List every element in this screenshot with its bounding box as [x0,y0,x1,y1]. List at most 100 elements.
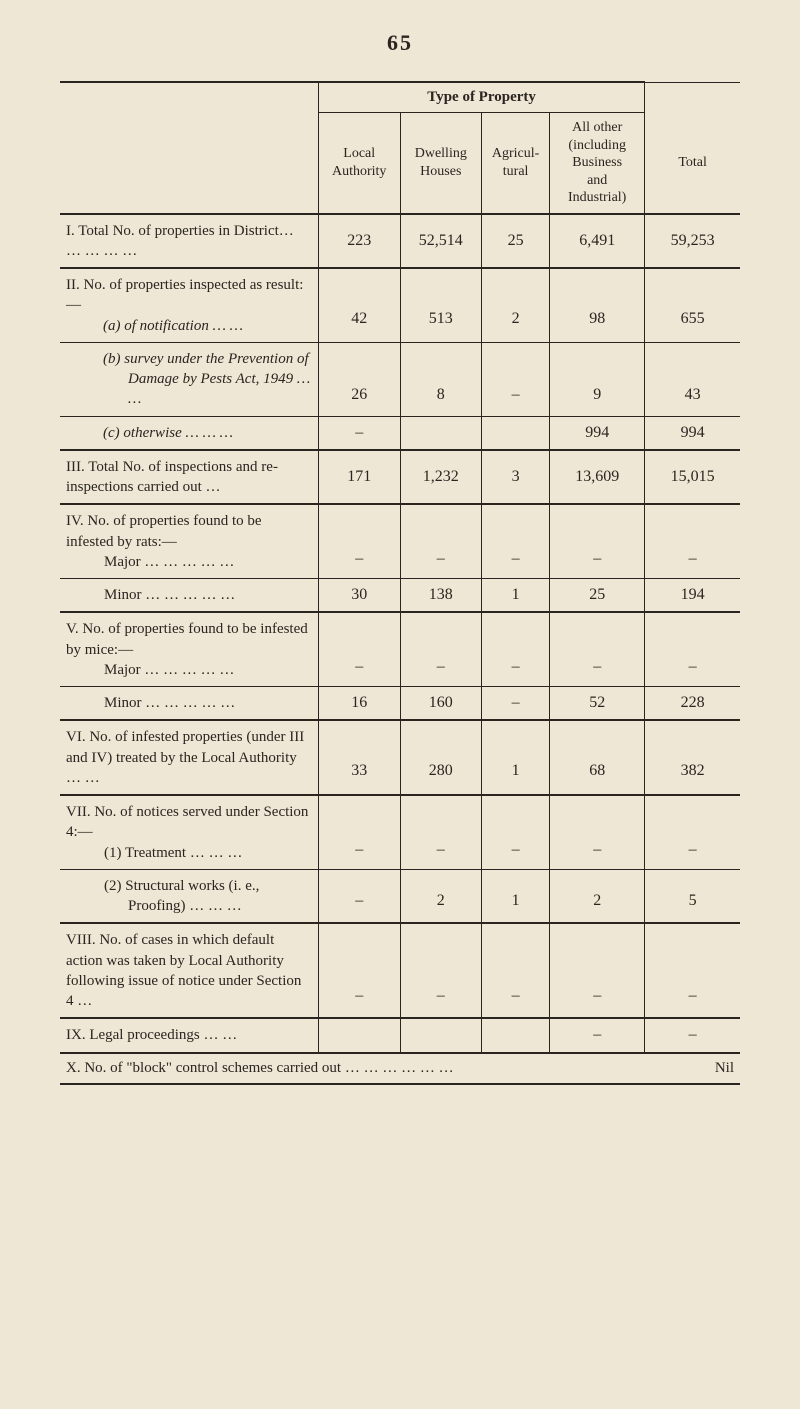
property-table: Type of Property Local Authority Dwellin… [60,81,740,1085]
cell: 2 [400,869,482,923]
cell: 30 [318,579,400,613]
label-V-major: Major … … … … … [66,662,234,678]
cell: 6,491 [550,215,645,269]
label-IX: IX. Legal proceedings … … [66,1027,237,1043]
cell: 9 [550,342,645,416]
cell: 160 [400,687,482,721]
cell: 382 [645,720,740,795]
col-local-authority: Local Authority [318,113,400,214]
cell: 171 [318,450,400,505]
cell: 223 [318,215,400,269]
row-VII-1: VII. No. of notices served under Section… [60,795,740,869]
cell: – [550,504,645,578]
cell: – [645,923,740,1018]
cell: 43 [645,342,740,416]
col-agricultural: Agricul- tural [482,113,550,214]
cell [482,416,550,450]
row-V-major: V. No. of properties found to be infeste… [60,612,740,686]
label-VIII: VIII. No. of cases in which default acti… [66,932,301,1009]
cell: 68 [550,720,645,795]
cell: 33 [318,720,400,795]
label-IIa: (a) of notification … … [66,316,312,336]
cell: 138 [400,579,482,613]
row-IIa: II. No. of properties inspected as resul… [60,268,740,342]
header-row-1: Type of Property [60,82,740,113]
row-IV-major: IV. No. of properties found to be infest… [60,504,740,578]
page-number: 65 [60,30,740,56]
label-IV-major: Major … … … … … [66,554,234,570]
cell: – [318,416,400,450]
cell: 98 [550,268,645,342]
cell: – [400,504,482,578]
label-V: V. No. of properties found to be infeste… [66,621,308,657]
cell: 25 [482,215,550,269]
cell: 16 [318,687,400,721]
cell: – [550,1018,645,1052]
cell: – [482,923,550,1018]
cell: 52 [550,687,645,721]
cell: 1 [482,869,550,923]
cell: – [482,687,550,721]
cell: – [318,504,400,578]
cell: 1,232 [400,450,482,505]
cell: – [318,795,400,869]
cell: 25 [550,579,645,613]
cell: 655 [645,268,740,342]
row-X: X. No. of "block" control schemes carrie… [60,1053,740,1084]
value-X: Nil [715,1060,734,1077]
cell: 228 [645,687,740,721]
cell: 13,609 [550,450,645,505]
cell: 1 [482,579,550,613]
label-IIc: (c) otherwise … … … [66,423,312,443]
cell: – [482,795,550,869]
cell: – [482,342,550,416]
label-V-minor: Minor … … … … … [66,695,235,711]
cell: 3 [482,450,550,505]
cell: – [645,1018,740,1052]
label-X: X. No. of "block" control schemes carrie… [66,1060,454,1076]
cell: – [400,612,482,686]
cell: 513 [400,268,482,342]
cell: – [318,612,400,686]
cell: – [482,612,550,686]
cell: 280 [400,720,482,795]
cell [482,1018,550,1052]
cell: – [645,795,740,869]
cell: 2 [482,268,550,342]
row-IX: IX. Legal proceedings … … – – [60,1018,740,1052]
row-III: III. Total No. of inspections and re-ins… [60,450,740,505]
cell: – [400,795,482,869]
cell: – [550,923,645,1018]
cell: 2 [550,869,645,923]
col-dwelling-houses: Dwelling Houses [400,113,482,214]
cell: 42 [318,268,400,342]
row-IV-minor: Minor … … … … … 30 138 1 25 194 [60,579,740,613]
cell [318,1018,400,1052]
cell: – [400,923,482,1018]
cell: 8 [400,342,482,416]
cell: – [550,795,645,869]
row-IIc: (c) otherwise … … … – 994 994 [60,416,740,450]
row-VI: VI. No. of infested properties (under II… [60,720,740,795]
row-IIb: (b) survey under the Pre­vention of Dama… [60,342,740,416]
cell [400,416,482,450]
cell: – [318,869,400,923]
cell: 59,253 [645,215,740,269]
col-total: Total [645,113,740,214]
label-IIb: (b) survey under the Pre­vention of Dama… [66,349,312,410]
cell: 52,514 [400,215,482,269]
col-all-other: All other (including Business and Indust… [550,113,645,214]
cell: 1 [482,720,550,795]
row-VII-2: (2) Structural works (i. e., Proofing) …… [60,869,740,923]
cell: – [482,504,550,578]
cell: 5 [645,869,740,923]
cell: 994 [550,416,645,450]
label-VII-1: (1) Treatment … … … [66,845,242,861]
cell: – [318,923,400,1018]
label-IV-minor: Minor … … … … … [66,587,235,603]
row-V-minor: Minor … … … … … 16 160 – 52 228 [60,687,740,721]
label-VI: VI. No. of infested properties (under II… [66,729,304,786]
label-VII-2: (2) Structural works (i. e., Proofing) …… [66,876,312,917]
cell: 26 [318,342,400,416]
cell: – [645,504,740,578]
